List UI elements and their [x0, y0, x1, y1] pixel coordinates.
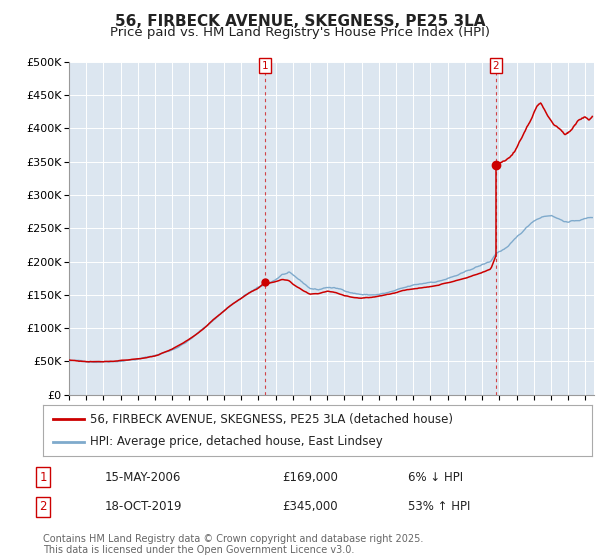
Text: 56, FIRBECK AVENUE, SKEGNESS, PE25 3LA (detached house): 56, FIRBECK AVENUE, SKEGNESS, PE25 3LA (…	[90, 413, 453, 426]
Text: Contains HM Land Registry data © Crown copyright and database right 2025.
This d: Contains HM Land Registry data © Crown c…	[43, 534, 424, 555]
Point	[49, 416, 56, 423]
Text: 56, FIRBECK AVENUE, SKEGNESS, PE25 3LA: 56, FIRBECK AVENUE, SKEGNESS, PE25 3LA	[115, 14, 485, 29]
Text: 2: 2	[40, 500, 47, 514]
Point	[49, 438, 56, 445]
Text: 53% ↑ HPI: 53% ↑ HPI	[408, 500, 470, 514]
Text: £345,000: £345,000	[282, 500, 338, 514]
Text: 18-OCT-2019: 18-OCT-2019	[105, 500, 182, 514]
Text: £169,000: £169,000	[282, 470, 338, 484]
Text: 2: 2	[493, 60, 499, 71]
Point	[81, 438, 88, 445]
Text: 6% ↓ HPI: 6% ↓ HPI	[408, 470, 463, 484]
Text: 15-MAY-2006: 15-MAY-2006	[105, 470, 181, 484]
Text: 1: 1	[262, 60, 268, 71]
Point	[81, 416, 88, 423]
Text: Price paid vs. HM Land Registry's House Price Index (HPI): Price paid vs. HM Land Registry's House …	[110, 26, 490, 39]
Text: 1: 1	[40, 470, 47, 484]
Text: HPI: Average price, detached house, East Lindsey: HPI: Average price, detached house, East…	[90, 436, 383, 449]
